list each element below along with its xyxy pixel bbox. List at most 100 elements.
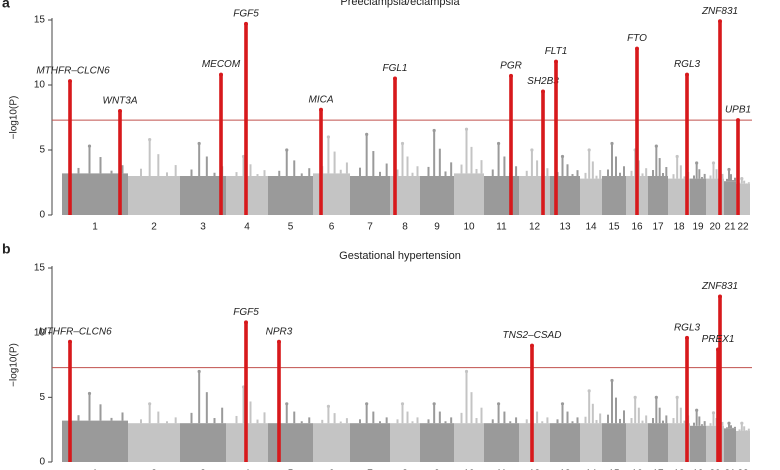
x-tick-label: 20 bbox=[709, 469, 721, 470]
background-points bbox=[668, 178, 690, 215]
x-tick-label: 2 bbox=[151, 222, 157, 233]
x-tick-label: 1 bbox=[92, 222, 98, 233]
background-points bbox=[648, 423, 668, 462]
locus-points bbox=[718, 296, 722, 462]
locus-peak bbox=[541, 89, 545, 94]
y-tick-label: 5 bbox=[39, 392, 45, 403]
locus-peak bbox=[393, 76, 397, 81]
x-tick-label: 6 bbox=[329, 469, 335, 470]
x-tick-label: 7 bbox=[367, 469, 373, 470]
locus-peak bbox=[219, 72, 223, 77]
x-tick-label: 2 bbox=[151, 469, 157, 470]
locus-points bbox=[393, 78, 397, 215]
locus-label: NPR3 bbox=[266, 326, 293, 337]
locus-points bbox=[509, 75, 513, 216]
locus-peak bbox=[736, 118, 740, 123]
locus-label: RGL3 bbox=[674, 322, 701, 333]
locus-label: FGF5 bbox=[233, 307, 259, 318]
background-peak bbox=[496, 141, 501, 146]
x-tick-label: 22 bbox=[737, 469, 749, 470]
background-points bbox=[484, 423, 519, 462]
background-points bbox=[484, 176, 519, 215]
background-points bbox=[648, 176, 668, 215]
background-peak bbox=[711, 411, 716, 415]
locus-label: PREX1 bbox=[702, 334, 735, 345]
x-tick-label: 12 bbox=[529, 222, 541, 233]
y-tick-label: 15 bbox=[34, 263, 46, 274]
background-peak bbox=[711, 161, 716, 165]
background-peak bbox=[496, 402, 501, 406]
background-points bbox=[580, 178, 602, 215]
background-points bbox=[736, 430, 750, 462]
background-points bbox=[690, 425, 706, 462]
background-points bbox=[313, 423, 350, 462]
background-points bbox=[724, 428, 736, 462]
locus-label: PGR bbox=[500, 61, 522, 72]
background-peak bbox=[400, 141, 405, 146]
locus-points bbox=[718, 21, 722, 215]
background-peak bbox=[197, 369, 201, 374]
background-peak bbox=[560, 402, 565, 406]
x-tick-label: 4 bbox=[244, 469, 250, 470]
locus-peak bbox=[716, 347, 720, 352]
locus-points bbox=[685, 337, 689, 462]
locus-peak bbox=[718, 19, 722, 24]
x-tick-label: 14 bbox=[585, 222, 597, 233]
x-tick-label: 4 bbox=[244, 222, 250, 233]
y-tick-label: 5 bbox=[39, 145, 45, 156]
x-tick-label: 21 bbox=[724, 469, 736, 470]
locus-points bbox=[319, 109, 323, 215]
locus-peak bbox=[68, 79, 72, 84]
background-peak bbox=[326, 404, 331, 408]
background-points bbox=[602, 176, 626, 215]
locus-label: MTHFR–CLCN6 bbox=[38, 326, 112, 337]
x-tick-label: 1 bbox=[92, 469, 98, 470]
background-peak bbox=[530, 148, 534, 152]
background-peak bbox=[464, 369, 469, 374]
locus-peak bbox=[244, 320, 248, 325]
locus-points bbox=[554, 61, 558, 215]
background-peak bbox=[654, 144, 658, 148]
background-points bbox=[313, 173, 350, 215]
x-tick-label: 16 bbox=[631, 469, 643, 470]
y-tick-label: 15 bbox=[34, 15, 46, 26]
x-tick-label: 7 bbox=[367, 222, 373, 233]
background-points bbox=[668, 423, 690, 462]
background-points bbox=[580, 423, 602, 462]
x-tick-label: 13 bbox=[559, 469, 571, 470]
y-tick-label: 0 bbox=[39, 210, 45, 221]
x-tick-label: 10 bbox=[463, 222, 475, 233]
locus-label: MICA bbox=[309, 94, 334, 105]
background-points bbox=[268, 176, 313, 215]
x-tick-label: 3 bbox=[200, 469, 206, 470]
locus-label: SH2B3 bbox=[527, 76, 559, 87]
background-peak bbox=[740, 177, 744, 181]
background-peak bbox=[400, 402, 405, 406]
x-tick-label: 14 bbox=[585, 469, 597, 470]
x-tick-label: 15 bbox=[608, 222, 620, 233]
locus-peak bbox=[118, 109, 122, 113]
x-tick-label: 5 bbox=[288, 469, 294, 470]
locus-peak bbox=[244, 21, 248, 26]
locus-peak bbox=[530, 343, 534, 348]
background-points bbox=[128, 423, 180, 462]
background-points bbox=[519, 176, 550, 215]
locus-points bbox=[716, 349, 720, 462]
background-peak bbox=[432, 402, 436, 406]
x-tick-label: 18 bbox=[673, 469, 685, 470]
x-tick-label: 20 bbox=[709, 222, 721, 233]
locus-peak bbox=[685, 72, 689, 77]
background-peak bbox=[675, 395, 679, 399]
y-tick-label: 10 bbox=[34, 327, 46, 338]
x-tick-label: 12 bbox=[529, 469, 541, 470]
background-points bbox=[550, 423, 580, 462]
locus-peak bbox=[68, 339, 72, 344]
background-peak bbox=[365, 132, 369, 136]
locus-label: TNS2–CSAD bbox=[503, 330, 562, 341]
background-points bbox=[690, 178, 706, 215]
background-points bbox=[602, 423, 626, 462]
background-points bbox=[350, 423, 390, 462]
background-peak bbox=[610, 141, 614, 146]
x-tick-label: 17 bbox=[652, 222, 664, 233]
locus-points bbox=[541, 91, 545, 215]
